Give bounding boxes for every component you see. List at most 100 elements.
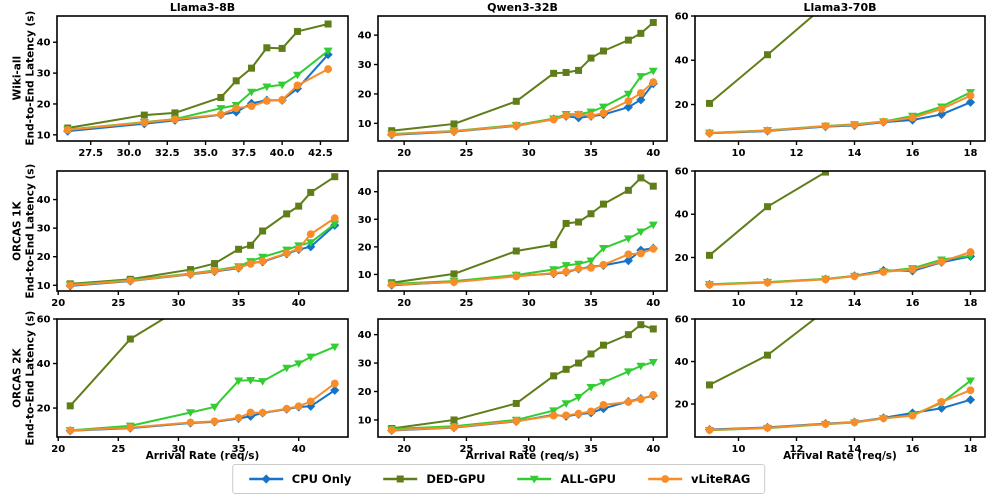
vliterag-circle-marker — [624, 97, 633, 105]
all-gpu-triangle-down-marker — [258, 378, 268, 386]
vliterag-circle-marker — [387, 280, 396, 289]
cpu-only-diamond-marker — [623, 256, 633, 266]
vliterag-circle-marker — [879, 117, 888, 126]
axes-frame — [56, 318, 349, 438]
vliterag-circle-marker — [705, 426, 714, 434]
series-vliterag — [387, 78, 658, 139]
x-axis-label: Arrival Rate (req/s) — [783, 450, 897, 462]
vliterag-circle-marker — [450, 278, 458, 287]
ded-gpu-square-marker — [599, 200, 607, 208]
ded-gpu-square-marker — [450, 120, 458, 128]
ded-gpu-square-marker — [575, 218, 583, 226]
vliterag-circle-marker — [216, 110, 225, 119]
vliterag-circle-marker — [850, 418, 859, 427]
vliterag-circle-marker — [186, 418, 195, 427]
ded-gpu-square-marker — [450, 270, 458, 278]
ded-gpu-square-marker — [599, 47, 607, 55]
all-gpu-triangle-down-marker — [330, 220, 340, 229]
vliterag-circle-marker — [210, 417, 219, 426]
vliterag-circle-marker — [587, 111, 595, 120]
vliterag-circle-marker — [247, 102, 256, 111]
series-cpu-only-line — [709, 255, 971, 286]
all-gpu-triangle-down-marker — [636, 362, 646, 371]
x-tick-label: 40 — [646, 444, 660, 455]
series-ded-gpu — [66, 173, 339, 288]
ded-gpu-square-marker — [211, 260, 219, 268]
vliterag-circle-marker — [330, 379, 339, 388]
col-title-llama3-70b: Llama3-70B — [803, 1, 877, 14]
vliterag-circle-marker — [171, 115, 179, 124]
y-tick-label: 40 — [358, 31, 372, 42]
ded-gpu-square-marker — [637, 174, 645, 182]
vliterag-circle-marker — [450, 127, 458, 136]
vliterag-circle-marker — [908, 113, 917, 122]
ded-gpu-square-marker — [649, 182, 657, 190]
all-gpu-triangle-down-marker — [262, 83, 272, 92]
ded-gpu-square-marker — [822, 171, 829, 176]
x-tick-label: 40 — [292, 298, 306, 309]
vliterag-circle-marker — [908, 411, 917, 420]
subplot-wiki-all-llama3-8b: 27.5 30.0 32.5 35.0 37.5 40.0 42.5 10 20 30 40 — [37, 15, 349, 159]
y-tick-label: 10 — [358, 119, 372, 130]
ded-gpu-square-marker — [512, 247, 520, 255]
series-vliterag — [705, 386, 975, 434]
vliterag-circle-marker — [879, 414, 888, 423]
row-name-orcas-2k: ORCAS 2K — [10, 348, 23, 408]
ded-gpu-square-marker — [259, 227, 267, 235]
legend-item-cpu-only: CPU Only — [247, 472, 352, 486]
series-ded-gpu — [388, 174, 657, 287]
x-tick-label: 32.5 — [155, 148, 180, 159]
series-ded-gpu — [388, 321, 657, 432]
ded-gpu-square-marker — [512, 97, 520, 105]
y-axis-label: End-to-End Latency (s) — [24, 163, 36, 299]
all-gpu-triangle-down-marker — [598, 103, 608, 112]
y-tick-label: 30 — [358, 359, 372, 370]
cpu-only-diamond-icon — [248, 474, 283, 484]
series-ded-gpu — [706, 171, 829, 259]
legend-item-all-gpu: ALL-GPU — [515, 472, 616, 486]
x-tick-label: 25 — [111, 444, 125, 455]
y-tick-label: 10 — [358, 270, 372, 281]
x-tick-label: 30 — [522, 298, 536, 309]
all-gpu-triangle-down-marker — [282, 364, 292, 373]
legend-label-cpu-only: CPU Only — [291, 472, 352, 486]
ded-gpu-square-marker — [550, 69, 558, 77]
vliterag-circle-marker — [937, 398, 946, 406]
x-tick-label: 40 — [646, 298, 660, 309]
series-ded-gpu-line — [709, 319, 817, 386]
y-tick-label: 30 — [37, 69, 51, 80]
all-gpu-triangle-down-marker — [549, 407, 559, 415]
vliterag-circle-marker — [140, 118, 149, 127]
series-vliterag — [705, 248, 975, 289]
x-tick-label: 35.0 — [193, 148, 218, 159]
subplot-orcas-2k-llama3-70b: 10 12 14 16 18 20 40 60 — [675, 315, 986, 455]
series-vliterag-line — [709, 94, 971, 135]
series-all-gpu — [65, 220, 340, 290]
vliterag-circle-marker — [850, 120, 859, 129]
vliterag-circle-marker — [512, 417, 521, 425]
x-tick-label: 18 — [964, 148, 978, 159]
series-vliterag-line — [709, 251, 971, 286]
vliterag-circle-marker — [293, 81, 302, 90]
ded-gpu-square-marker — [575, 359, 583, 367]
x-tick-label: 30 — [522, 148, 536, 159]
series-vliterag — [705, 91, 975, 137]
vliterag-circle-marker — [562, 111, 570, 120]
series-all-gpu — [705, 89, 975, 138]
series-ded-gpu-line — [70, 175, 336, 285]
all-gpu-triangle-down-marker — [306, 239, 316, 247]
series-ded-gpu — [66, 319, 166, 410]
ded-gpu-square-marker — [247, 241, 255, 249]
x-tick-label: 14 — [848, 298, 862, 309]
vliterag-circle-marker — [966, 91, 975, 100]
vliterag-circle-marker — [549, 115, 558, 124]
series-ded-gpu-line — [708, 171, 827, 257]
x-tick-label: 12 — [790, 444, 804, 455]
series-vliterag — [387, 244, 658, 289]
x-tick-label: 14 — [848, 148, 862, 159]
x-tick-label: 35 — [584, 148, 598, 159]
ded-gpu-square-marker — [171, 109, 179, 117]
all-gpu-triangle-down-marker — [574, 393, 584, 402]
all-gpu-triangle-down-marker — [234, 377, 244, 386]
vliterag-circle-marker — [450, 423, 458, 432]
